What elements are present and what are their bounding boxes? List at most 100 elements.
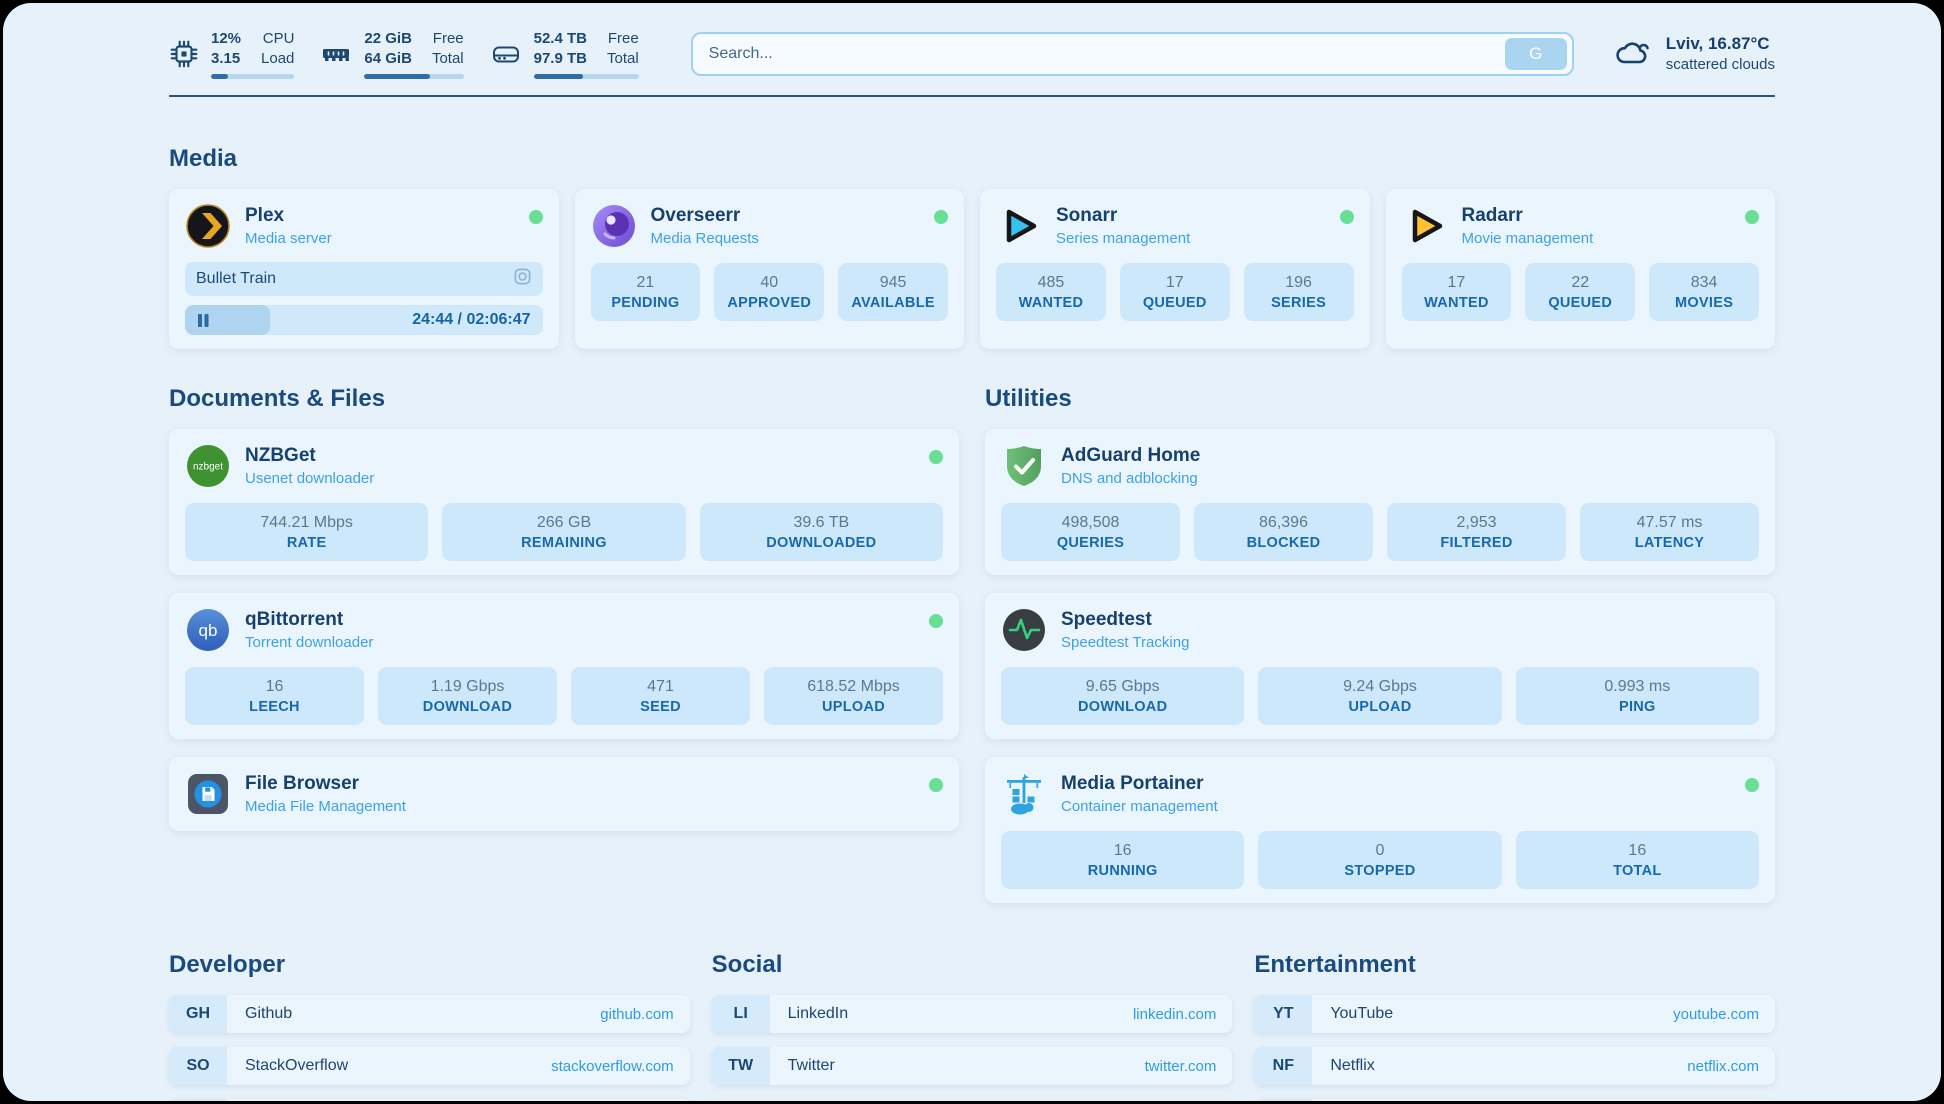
- playback-progress-bar[interactable]: 24:44 / 02:06:47: [185, 305, 543, 335]
- ram-free-value: 22 GiB: [364, 30, 412, 47]
- hard-drive-icon: [490, 39, 522, 69]
- disk-total-value: 97.9 TB: [533, 49, 587, 67]
- stat-box: 16 RUNNING: [1001, 831, 1245, 889]
- link-abbr: YT: [1254, 995, 1313, 1033]
- stat-label: DOWNLOAD: [1077, 698, 1168, 715]
- cpu-load-value: 3.15: [211, 49, 241, 67]
- stat-label: REMAINING: [521, 534, 607, 551]
- stat-value: 47.57 ms: [1636, 513, 1703, 531]
- status-dot: [934, 210, 948, 224]
- search-input[interactable]: [692, 45, 1505, 63]
- stat-label: RATE: [286, 534, 327, 551]
- app-card-qbittorrent[interactable]: qb qBittorrent Torrent downloader 16 LEEC…: [169, 593, 959, 739]
- app-card-overseerr[interactable]: Overseerr Media Requests 21 PENDING 40 APP…: [574, 189, 964, 349]
- link-linkedin[interactable]: LI LinkedIn linkedin.com: [711, 995, 1233, 1033]
- stat-label: BLOCKED: [1246, 534, 1321, 551]
- stat-label: QUERIES: [1056, 534, 1125, 551]
- stat-box: 498,508 QUERIES: [1001, 503, 1180, 561]
- ram-total-value: 64 GiB: [364, 49, 412, 67]
- app-card-adguard[interactable]: AdGuard Home DNS and adblocking 498,508 Q…: [985, 429, 1775, 575]
- stat-box: 485 WANTED: [996, 263, 1106, 321]
- app-card-filebrowser[interactable]: File Browser Media File Management: [169, 757, 959, 831]
- link-dev[interactable]: DT DEV dev.to: [169, 1099, 690, 1101]
- stat-box: 17 WANTED: [1401, 263, 1512, 321]
- app-card-nzbget[interactable]: nzbget NZBGet Usenet downloader 744.21 M…: [169, 429, 959, 575]
- stat-box: 196 SERIES: [1243, 263, 1354, 321]
- link-abbr: RE: [1254, 1099, 1313, 1101]
- link-stackoverflow[interactable]: SO StackOverflow stackoverflow.com: [169, 1047, 690, 1085]
- stat-value: 39.6 TB: [793, 513, 850, 531]
- app-subtitle: Usenet downloader: [245, 470, 375, 487]
- ram-widget: 22 GiB 64 GiB Free Total: [320, 29, 464, 79]
- media-session-icon[interactable]: [513, 267, 532, 291]
- stat-label: FILTERED: [1440, 534, 1513, 551]
- stat-box: 0 STOPPED: [1258, 831, 1502, 889]
- radarr-icon: [1402, 203, 1448, 249]
- stat-box: 2,953 FILTERED: [1387, 503, 1566, 561]
- link-github[interactable]: GH Github github.com: [169, 995, 690, 1033]
- topbar-divider: [169, 95, 1775, 97]
- app-subtitle: Torrent downloader: [245, 634, 374, 651]
- disk-total-label: Total: [606, 49, 639, 67]
- link-netflix[interactable]: NF Netflix netflix.com: [1254, 1047, 1775, 1085]
- app-name: AdGuard Home: [1061, 445, 1201, 466]
- stat-label: DOWNLOAD: [422, 698, 513, 715]
- stat-value: 9.65 Gbps: [1085, 677, 1160, 695]
- app-subtitle: DNS and adblocking: [1061, 470, 1198, 487]
- stat-value: 1.19 Gbps: [430, 677, 505, 695]
- stat-value: 2,953: [1456, 513, 1497, 531]
- stat-label: SERIES: [1271, 294, 1327, 311]
- link-name: Netflix: [1330, 1057, 1375, 1074]
- link-twitter[interactable]: TW Twitter twitter.com: [711, 1047, 1233, 1085]
- nzbget-icon: nzbget: [185, 443, 231, 489]
- app-card-portainer[interactable]: Media Portainer Container management 16 R…: [985, 757, 1775, 903]
- adguard-shield-icon: [1001, 443, 1047, 489]
- status-dot: [929, 450, 943, 464]
- weather-widget: Lviv, 16.87°C scattered clouds: [1614, 33, 1775, 75]
- stat-value: 16: [1113, 841, 1132, 859]
- app-card-radarr[interactable]: Radarr Movie management 17 WANTED 22 QUEUE…: [1385, 189, 1775, 349]
- stat-value: 471: [647, 677, 674, 695]
- speedtest-icon: [1001, 607, 1047, 653]
- link-abbr: TW: [711, 1047, 770, 1085]
- link-name: LinkedIn: [787, 1005, 849, 1022]
- app-subtitle: Movie management: [1461, 230, 1594, 247]
- top-bar: 12% 3.15 CPU Load 22 GiB: [169, 29, 1775, 79]
- section-utilities: Utilities AdGuard Home DNS and adblockin…: [985, 385, 1775, 903]
- link-name: YouTube: [1330, 1005, 1394, 1022]
- link-reddit[interactable]: RE Reddit reddit.com: [1254, 1099, 1775, 1101]
- section-title-developer: Developer: [169, 951, 286, 978]
- app-subtitle: Media Requests: [650, 230, 759, 247]
- cpu-load-label: Load: [261, 49, 295, 67]
- app-card-sonarr[interactable]: Sonarr Series management 485 WANTED 17 QUE…: [980, 189, 1370, 349]
- status-dot: [528, 210, 543, 224]
- dashboard-page: 12% 3.15 CPU Load 22 GiB: [3, 3, 1941, 1101]
- stat-label: RUNNING: [1087, 862, 1158, 879]
- app-subtitle: Speedtest Tracking: [1061, 634, 1190, 651]
- link-url: netflix.com: [1687, 1057, 1759, 1075]
- section-media: Media Plex Media server Bullet Train: [169, 145, 1775, 349]
- disk-widget: 52.4 TB 97.9 TB Free Total: [490, 29, 639, 79]
- plex-icon: [185, 203, 231, 249]
- search-engine-button[interactable]: G: [1504, 38, 1567, 70]
- cpu-label: CPU: [262, 30, 295, 47]
- stat-value: 266 GB: [536, 513, 592, 531]
- stat-label: LATENCY: [1634, 534, 1705, 551]
- svg-text:qb: qb: [199, 621, 218, 640]
- app-card-plex[interactable]: Plex Media server Bullet Train 24:44 / 0: [169, 189, 559, 349]
- app-name: File Browser: [245, 773, 360, 794]
- weather-location-temp: Lviv, 16.87°C: [1665, 34, 1770, 54]
- section-title-social: Social: [711, 951, 783, 978]
- stat-value: 0.993 ms: [1604, 677, 1671, 695]
- stat-value: 17: [1447, 273, 1466, 291]
- stat-label: QUEUED: [1548, 294, 1613, 311]
- app-name: Media Portainer: [1061, 773, 1204, 794]
- section-title-entertainment: Entertainment: [1254, 951, 1416, 978]
- stat-label: QUEUED: [1142, 294, 1207, 311]
- app-card-speedtest[interactable]: Speedtest Speedtest Tracking 9.65 Gbps DO…: [985, 593, 1775, 739]
- stat-box: 16 TOTAL: [1515, 831, 1759, 889]
- filebrowser-icon: [185, 771, 231, 817]
- link-youtube[interactable]: YT YouTube youtube.com: [1254, 995, 1775, 1033]
- section-documents: Documents & Files nzbget NZBGet Usenet d…: [169, 385, 959, 903]
- stat-box: 9.65 Gbps DOWNLOAD: [1001, 667, 1245, 725]
